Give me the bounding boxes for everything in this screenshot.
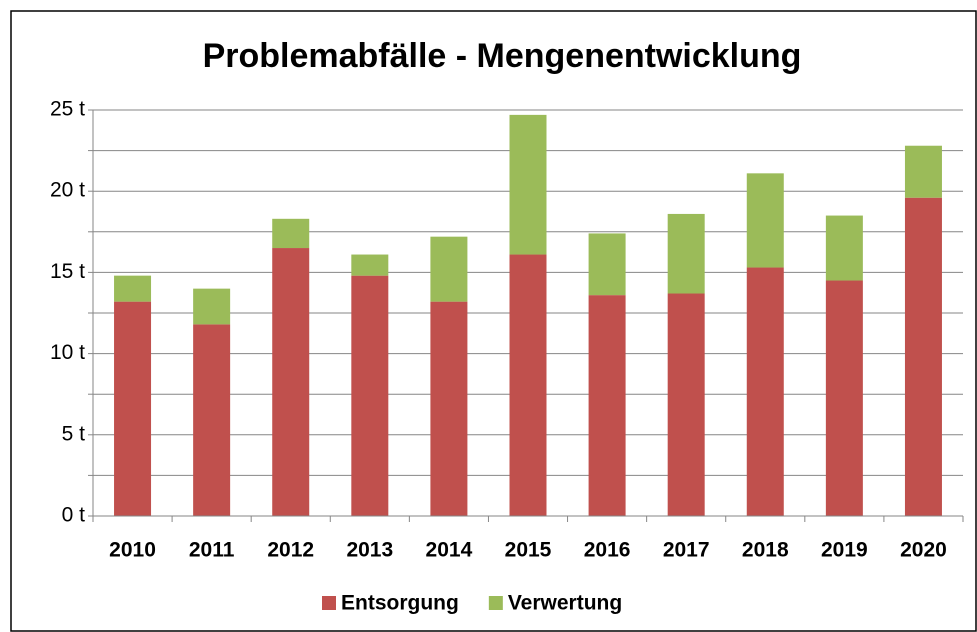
y-tick-label: 20 t	[50, 179, 85, 202]
y-tick-label: 25 t	[50, 98, 85, 121]
chart-title: Problemabfälle - Mengenentwicklung	[203, 37, 802, 75]
bar-segment	[430, 236, 468, 302]
x-tick-label: 2019	[821, 539, 868, 562]
bar-segment	[114, 275, 152, 302]
bar-segment	[509, 114, 547, 255]
bar-segment	[351, 275, 389, 516]
x-tick-label: 2010	[109, 539, 156, 562]
chart-frame	[10, 10, 977, 632]
x-tick-label: 2013	[346, 539, 393, 562]
bar-segment	[193, 288, 231, 325]
bar-segment	[114, 301, 152, 516]
bar-segment	[904, 197, 942, 517]
bar-segment	[746, 173, 784, 268]
x-tick-label: 2017	[663, 539, 710, 562]
x-tick-label: 2014	[426, 539, 473, 562]
bar-segment	[193, 324, 231, 516]
bar-segment	[667, 293, 705, 516]
x-tick-label: 2020	[900, 539, 947, 562]
bar-segment	[825, 280, 863, 516]
bar-segment	[272, 218, 310, 249]
y-tick-label: 10 t	[50, 341, 85, 364]
bar-segment	[588, 233, 626, 296]
bar-segment	[351, 254, 389, 276]
bar-segment	[430, 301, 468, 516]
bar-segment	[746, 267, 784, 516]
legend-swatch	[322, 596, 336, 610]
y-tick-label: 5 t	[62, 422, 86, 445]
x-tick-label: 2012	[267, 539, 314, 562]
bar-segment	[904, 145, 942, 198]
bar-segment	[272, 248, 310, 517]
bar-segment	[588, 295, 626, 516]
bar-segment	[667, 213, 705, 294]
bar-segment	[825, 215, 863, 281]
y-tick-label: 15 t	[50, 260, 85, 283]
x-tick-label: 2011	[189, 539, 235, 562]
x-tick-label: 2016	[584, 539, 631, 562]
y-tick-label: 0 t	[62, 504, 86, 527]
legend-label: Verwertung	[508, 592, 622, 615]
bar-segment	[509, 254, 547, 516]
x-tick-label: 2015	[505, 539, 552, 562]
x-tick-label: 2018	[742, 539, 789, 562]
legend-swatch	[488, 596, 503, 610]
legend-label: Entsorgung	[341, 592, 459, 615]
